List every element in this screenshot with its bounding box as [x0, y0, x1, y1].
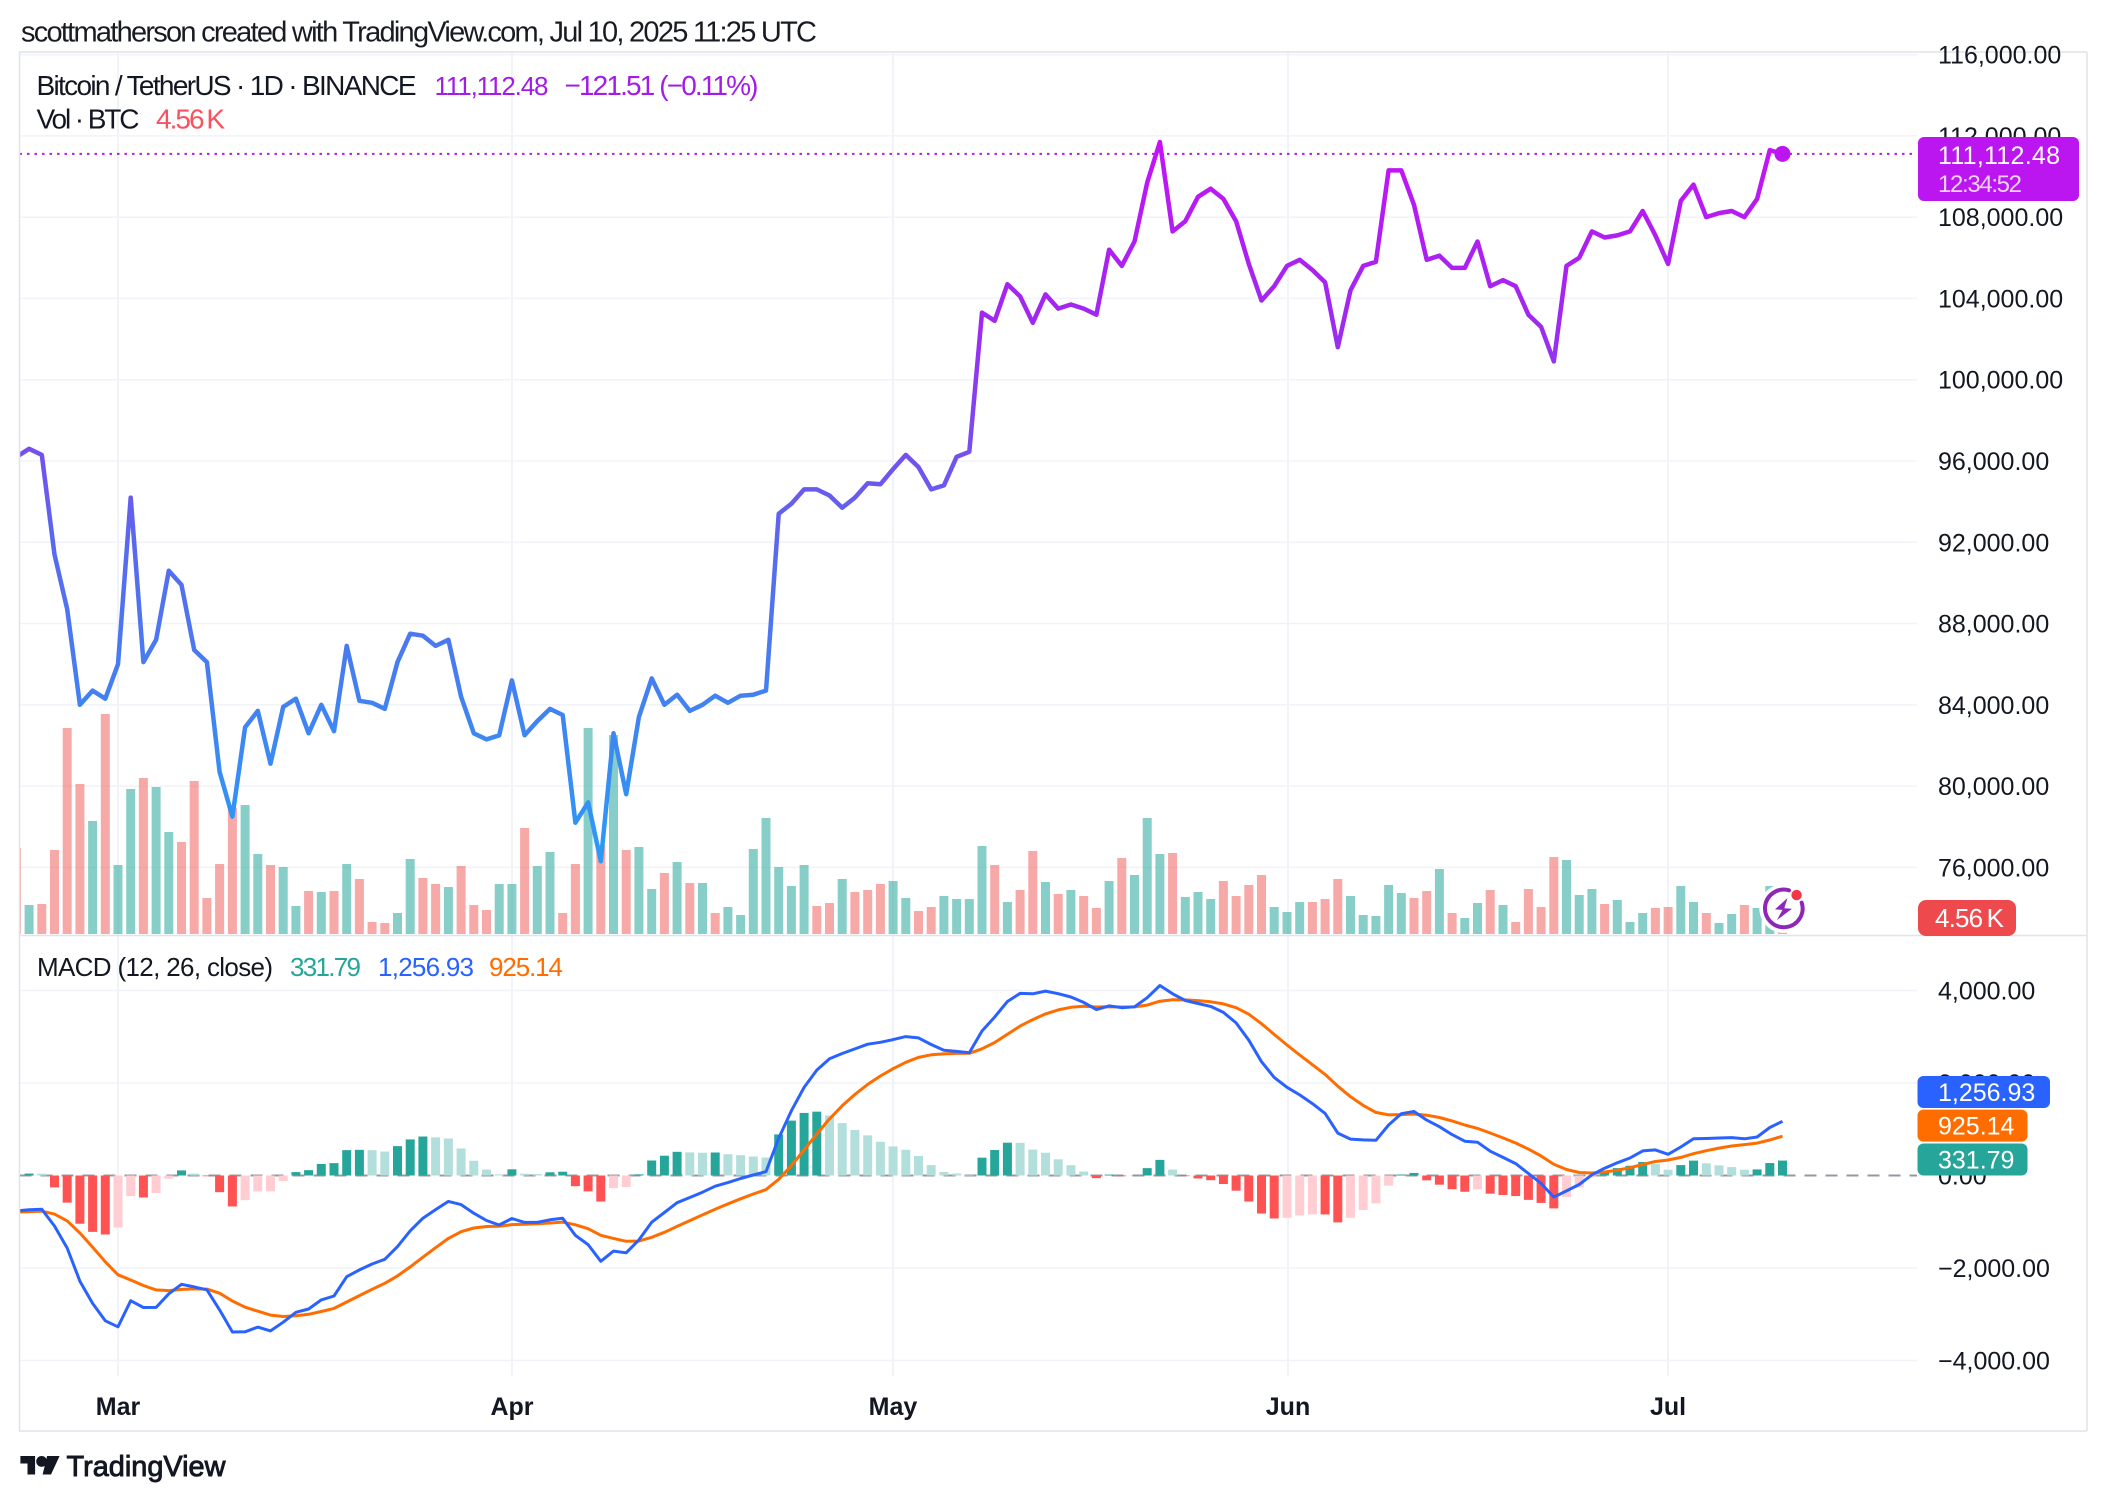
svg-text:−2,000.00: −2,000.00	[1938, 1255, 2050, 1283]
svg-text:76,000.00: 76,000.00	[1938, 854, 2049, 882]
svg-text:−121.51 (−0.11%): −121.51 (−0.11%)	[565, 70, 759, 101]
svg-text:4,000.00: 4,000.00	[1938, 978, 2035, 1006]
svg-text:Jul: Jul	[1650, 1393, 1686, 1421]
svg-text:92,000.00: 92,000.00	[1938, 529, 2049, 557]
svg-text:Jun: Jun	[1266, 1393, 1310, 1421]
svg-text:Vol · BTC: Vol · BTC	[37, 104, 140, 135]
svg-text:Apr: Apr	[490, 1393, 533, 1421]
svg-text:108,000.00: 108,000.00	[1938, 204, 2063, 232]
svg-text:925.14: 925.14	[489, 952, 563, 982]
svg-text:331.79: 331.79	[1938, 1147, 2014, 1175]
svg-text:May: May	[869, 1393, 918, 1421]
svg-text:96,000.00: 96,000.00	[1938, 448, 2049, 476]
svg-text:88,000.00: 88,000.00	[1938, 611, 2049, 639]
svg-text:scottmatherson created with Tr: scottmatherson created with TradingView.…	[21, 17, 817, 49]
svg-text:4.56 K: 4.56 K	[1935, 903, 2005, 933]
svg-text:MACD (12, 26, close): MACD (12, 26, close)	[37, 952, 273, 982]
svg-text:Bitcoin / TetherUS · 1D · BINA: Bitcoin / TetherUS · 1D · BINANCE	[37, 70, 417, 101]
svg-text:331.79: 331.79	[290, 952, 361, 982]
svg-text:84,000.00: 84,000.00	[1938, 692, 2049, 720]
svg-text:111,112.48: 111,112.48	[1938, 142, 2060, 170]
svg-text:116,000.00: 116,000.00	[1938, 42, 2061, 70]
svg-text:925.14: 925.14	[1938, 1113, 2015, 1141]
svg-text:80,000.00: 80,000.00	[1938, 773, 2049, 801]
svg-text:100,000.00: 100,000.00	[1938, 367, 2063, 395]
svg-text:4.56 K: 4.56 K	[156, 104, 225, 135]
svg-text:12:34:52: 12:34:52	[1938, 171, 2022, 198]
svg-text:1,256.93: 1,256.93	[378, 952, 474, 982]
svg-text:TradingView: TradingView	[67, 1451, 227, 1483]
svg-text:1,256.93: 1,256.93	[1938, 1079, 2035, 1107]
svg-text:111,112.48: 111,112.48	[435, 71, 549, 101]
svg-text:−4,000.00: −4,000.00	[1938, 1348, 2050, 1376]
svg-text:104,000.00: 104,000.00	[1938, 285, 2063, 313]
svg-text:Mar: Mar	[96, 1393, 141, 1421]
